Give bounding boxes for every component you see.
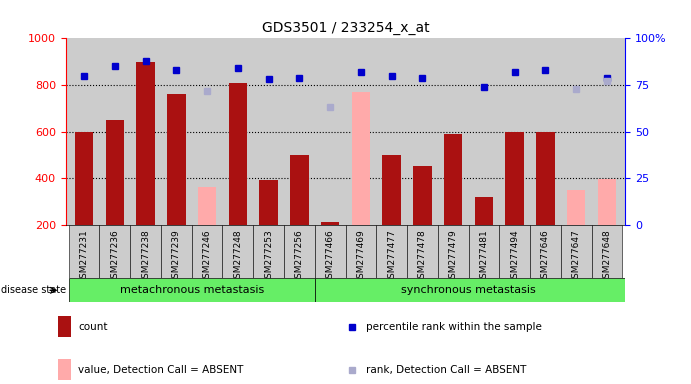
Text: GSM277248: GSM277248 xyxy=(234,229,243,283)
Bar xyxy=(290,155,309,225)
Bar xyxy=(198,187,216,225)
Text: GSM277238: GSM277238 xyxy=(141,229,150,284)
Bar xyxy=(505,131,524,225)
Bar xyxy=(407,225,438,278)
Text: GSM277246: GSM277246 xyxy=(202,229,211,283)
Bar xyxy=(136,62,155,225)
Bar xyxy=(229,83,247,225)
Bar xyxy=(438,225,468,278)
Text: GSM277231: GSM277231 xyxy=(79,229,88,284)
Bar xyxy=(598,179,616,225)
Bar xyxy=(130,225,161,278)
Bar xyxy=(561,225,591,278)
Bar xyxy=(377,225,407,278)
Bar xyxy=(57,316,70,337)
Bar xyxy=(314,225,346,278)
Bar xyxy=(253,225,284,278)
Bar xyxy=(161,225,191,278)
Bar xyxy=(106,120,124,225)
Title: GDS3501 / 233254_x_at: GDS3501 / 233254_x_at xyxy=(262,21,429,35)
Text: GSM277253: GSM277253 xyxy=(264,229,273,284)
Bar xyxy=(259,180,278,225)
Bar xyxy=(567,190,585,225)
Bar xyxy=(475,197,493,225)
Bar xyxy=(57,359,70,380)
Bar xyxy=(346,225,377,278)
Text: GSM277494: GSM277494 xyxy=(510,229,519,283)
Text: GSM277647: GSM277647 xyxy=(571,229,580,284)
Text: disease state: disease state xyxy=(1,285,66,295)
Text: value, Detection Call = ABSENT: value, Detection Call = ABSENT xyxy=(78,365,244,375)
Text: GSM277479: GSM277479 xyxy=(448,229,457,284)
Bar xyxy=(352,92,370,225)
Text: GSM277239: GSM277239 xyxy=(172,229,181,284)
Bar xyxy=(413,166,432,225)
Bar xyxy=(68,225,100,278)
Bar xyxy=(284,225,314,278)
Text: GSM277236: GSM277236 xyxy=(111,229,120,284)
Text: metachronous metastasis: metachronous metastasis xyxy=(120,285,264,295)
Text: rank, Detection Call = ABSENT: rank, Detection Call = ABSENT xyxy=(366,365,527,375)
Bar xyxy=(530,225,561,278)
Bar xyxy=(167,94,186,225)
Bar xyxy=(536,131,555,225)
Text: GSM277478: GSM277478 xyxy=(418,229,427,284)
Bar xyxy=(223,225,253,278)
Text: GSM277481: GSM277481 xyxy=(480,229,489,284)
Text: GSM277646: GSM277646 xyxy=(541,229,550,284)
Bar xyxy=(75,131,93,225)
Bar xyxy=(321,222,339,225)
Bar xyxy=(68,278,314,302)
Text: percentile rank within the sample: percentile rank within the sample xyxy=(366,322,542,332)
Bar xyxy=(500,225,530,278)
Text: GSM277477: GSM277477 xyxy=(387,229,396,284)
Text: GSM277466: GSM277466 xyxy=(325,229,334,284)
Text: count: count xyxy=(78,322,108,332)
Bar xyxy=(444,134,462,225)
Text: GSM277256: GSM277256 xyxy=(295,229,304,284)
Text: GSM277469: GSM277469 xyxy=(357,229,366,284)
Bar xyxy=(382,155,401,225)
Bar xyxy=(100,225,130,278)
Bar xyxy=(468,225,500,278)
Bar xyxy=(591,225,623,278)
Bar xyxy=(191,225,223,278)
Text: synchronous metastasis: synchronous metastasis xyxy=(401,285,536,295)
Text: GSM277648: GSM277648 xyxy=(603,229,612,284)
